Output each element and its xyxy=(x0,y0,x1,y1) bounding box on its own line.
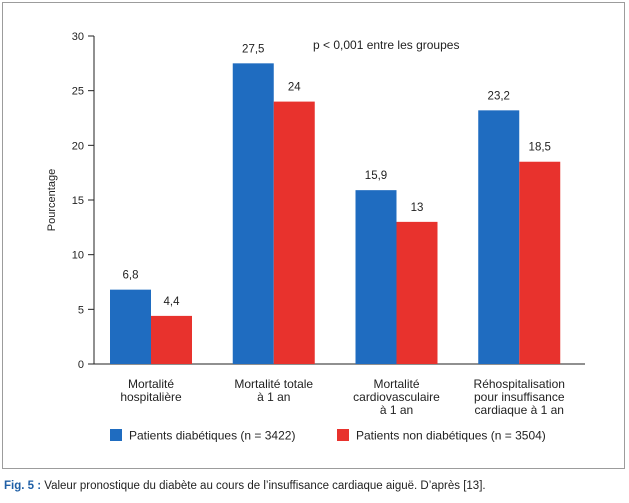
bar-non-diabetic xyxy=(396,221,438,364)
category-label: cardiovasculaire xyxy=(353,390,440,404)
category-label: Réhospitalisation xyxy=(474,377,565,391)
bar-value-label: 15,9 xyxy=(365,170,387,182)
bar-value-label: 13 xyxy=(411,202,424,214)
y-tick-label: 15 xyxy=(72,195,84,207)
legend-label: Patients diabétiques (n = 3422) xyxy=(129,429,295,443)
legend-label: Patients non diabétiques (n = 3504) xyxy=(356,429,546,443)
y-tick-label: 25 xyxy=(72,86,84,98)
chart-frame: 0 5 10 15 20 25 30 6,8 4,4 27,5 24 15,9 13 23,2 18,5 … xyxy=(2,2,625,469)
legend-swatch xyxy=(110,429,122,441)
y-tick-label: 5 xyxy=(78,304,84,316)
bars: 6,8 4,4 27,5 24 15,9 13 23,2 18,5 xyxy=(110,43,561,364)
category-label: à 1 an xyxy=(257,390,290,404)
category-label: Mortalité xyxy=(128,377,174,391)
category-label: cardiaque à 1 an xyxy=(475,403,564,417)
category-label: Mortalité totale xyxy=(234,377,313,391)
y-tick-label: 10 xyxy=(72,250,84,262)
bar-value-label: 27,5 xyxy=(242,43,264,55)
bar-non-diabetic xyxy=(151,315,192,364)
caption-label: Fig. 5 : xyxy=(4,480,42,492)
category-label: à 1 an xyxy=(380,403,413,417)
significance-annotation: p < 0,001 entre les groupes xyxy=(313,38,459,52)
bar-non-diabetic xyxy=(519,161,561,364)
bar-diabetic xyxy=(232,63,274,364)
bar-non-diabetic xyxy=(273,101,315,364)
bar-diabetic xyxy=(478,110,520,364)
bar-diabetic xyxy=(110,289,151,364)
figure-caption: Fig. 5 : Valeur pronostique du diabète a… xyxy=(4,480,486,492)
bar-value-label: 24 xyxy=(288,82,301,94)
bar-value-label: 23,2 xyxy=(488,90,510,102)
bar-value-label: 6,8 xyxy=(123,270,139,282)
category-label: Mortalité xyxy=(373,377,419,391)
bar-value-label: 18,5 xyxy=(529,142,551,154)
category-label: pour insuffisance xyxy=(474,390,565,404)
legend-swatch xyxy=(337,429,349,441)
legend: Patients diabétiques (n = 3422) Patients … xyxy=(110,429,546,443)
y-tick-label: 30 xyxy=(72,31,84,43)
y-tick-label: 20 xyxy=(72,140,84,152)
y-axis-label: Pourcentage xyxy=(46,169,58,231)
y-tick-label: 0 xyxy=(78,359,84,371)
caption-text: Valeur pronostique du diabète au cours d… xyxy=(41,480,486,492)
y-axis: 0 5 10 15 20 25 30 xyxy=(72,31,585,371)
category-label: hospitalière xyxy=(120,390,182,404)
bar-diabetic xyxy=(355,190,397,364)
bar-value-label: 4,4 xyxy=(164,296,181,308)
